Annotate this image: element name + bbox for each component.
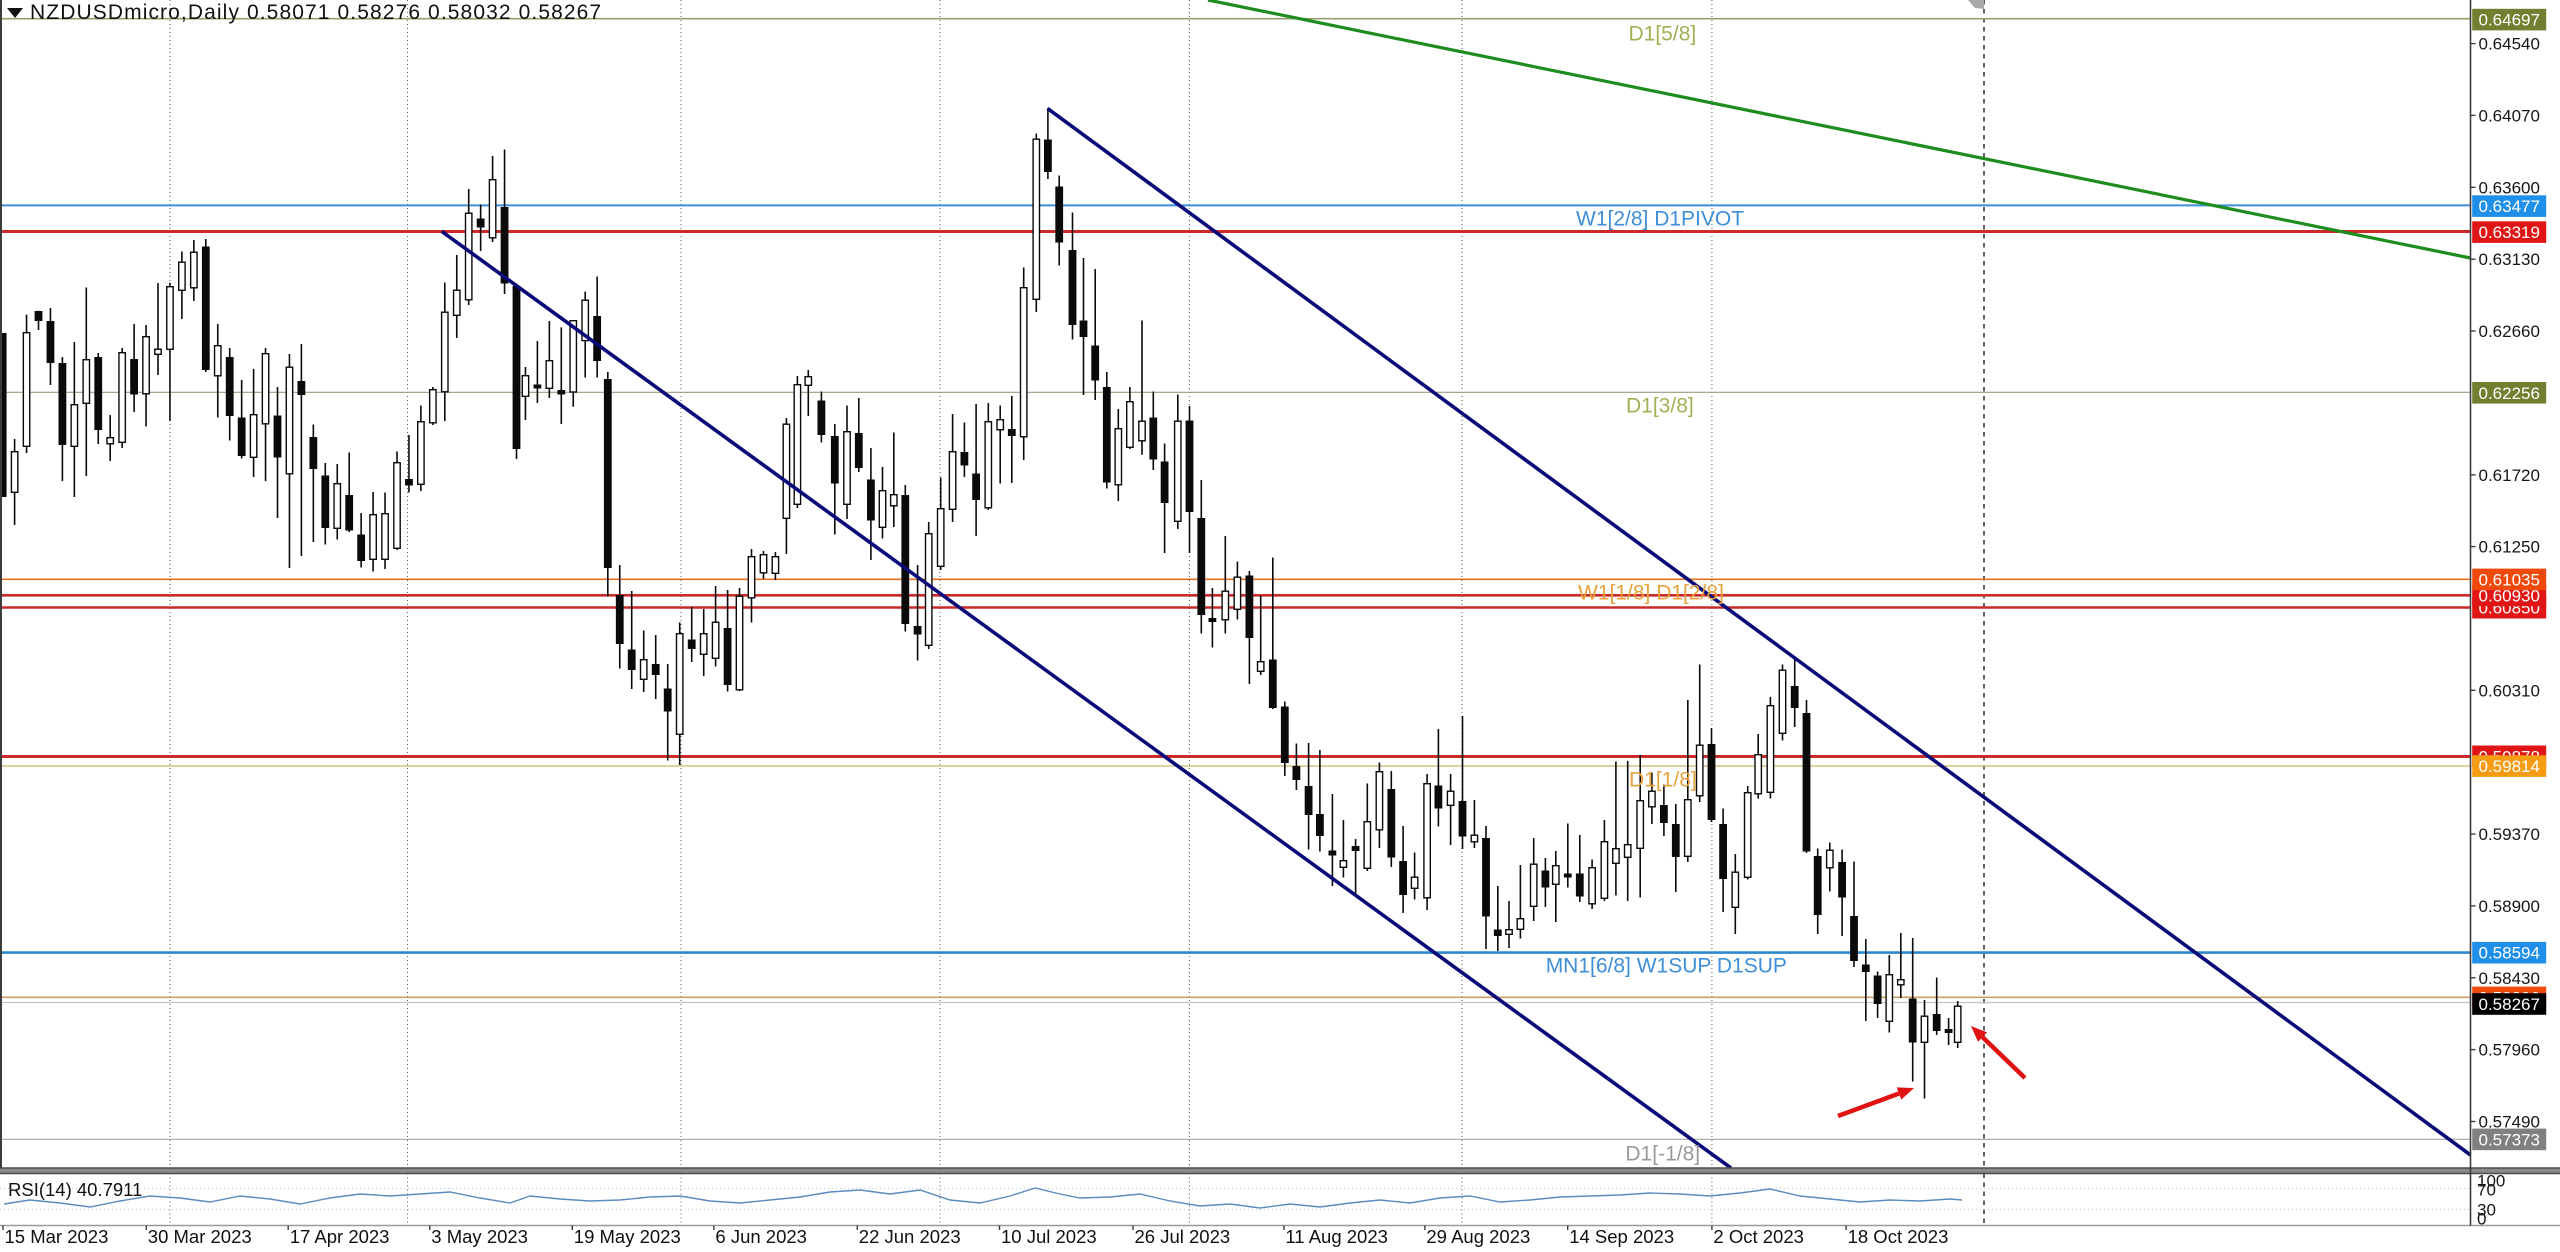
svg-text:0.58594: 0.58594 bbox=[2479, 944, 2540, 963]
svg-text:0.63319: 0.63319 bbox=[2479, 223, 2540, 242]
svg-text:0.58900: 0.58900 bbox=[2479, 897, 2540, 916]
svg-text:0.61250: 0.61250 bbox=[2479, 538, 2540, 557]
svg-text:22 Jun 2023: 22 Jun 2023 bbox=[859, 1226, 961, 1247]
svg-text:0.61035: 0.61035 bbox=[2479, 570, 2540, 589]
svg-text:2 Oct 2023: 2 Oct 2023 bbox=[1713, 1226, 1804, 1247]
svg-text:26 Jul 2023: 26 Jul 2023 bbox=[1135, 1226, 1231, 1247]
svg-text:6 Jun 2023: 6 Jun 2023 bbox=[715, 1226, 807, 1247]
svg-text:17 Apr 2023: 17 Apr 2023 bbox=[290, 1226, 390, 1247]
svg-text:3 May 2023: 3 May 2023 bbox=[431, 1226, 528, 1247]
svg-text:0: 0 bbox=[2477, 1210, 2486, 1229]
svg-text:0.63130: 0.63130 bbox=[2479, 250, 2540, 269]
svg-text:29 Aug 2023: 29 Aug 2023 bbox=[1426, 1226, 1530, 1247]
svg-text:0.60930: 0.60930 bbox=[2479, 586, 2540, 605]
svg-text:30: 30 bbox=[2477, 1201, 2496, 1220]
svg-text:0.62660: 0.62660 bbox=[2479, 322, 2540, 341]
svg-text:0.60310: 0.60310 bbox=[2479, 681, 2540, 700]
svg-text:0.63600: 0.63600 bbox=[2479, 178, 2540, 197]
svg-text:15 Mar 2023: 15 Mar 2023 bbox=[5, 1226, 109, 1247]
svg-text:0.57960: 0.57960 bbox=[2479, 1041, 2540, 1060]
svg-text:19 May 2023: 19 May 2023 bbox=[574, 1226, 681, 1247]
svg-text:0.58430: 0.58430 bbox=[2479, 969, 2540, 988]
svg-text:NZDUSDmicro,Daily 0.58071 0.5: NZDUSDmicro,Daily 0.58071 0.58276 0.5803… bbox=[30, 1, 602, 24]
svg-text:0.62256: 0.62256 bbox=[2479, 384, 2540, 403]
svg-text:0.57373: 0.57373 bbox=[2479, 1130, 2540, 1149]
svg-text:D1[3/8]: D1[3/8] bbox=[1626, 395, 1694, 418]
svg-text:W1[2/8] D1PIVOT: W1[2/8] D1PIVOT bbox=[1576, 208, 1744, 231]
svg-text:D1[5/8]: D1[5/8] bbox=[1629, 23, 1697, 46]
svg-text:10 Jul 2023: 10 Jul 2023 bbox=[1001, 1226, 1097, 1247]
svg-text:0.57490: 0.57490 bbox=[2479, 1113, 2540, 1132]
svg-text:0.59814: 0.59814 bbox=[2479, 757, 2540, 776]
svg-text:RSI(14) 40.7911: RSI(14) 40.7911 bbox=[8, 1179, 142, 1200]
svg-text:0.63477: 0.63477 bbox=[2479, 197, 2540, 216]
svg-text:D1[1/8]: D1[1/8] bbox=[1629, 769, 1697, 792]
svg-text:0.64540: 0.64540 bbox=[2479, 35, 2540, 54]
svg-text:D1[-1/8]: D1[-1/8] bbox=[1625, 1143, 1700, 1166]
svg-text:0.59370: 0.59370 bbox=[2479, 825, 2540, 844]
svg-text:18 Oct 2023: 18 Oct 2023 bbox=[1848, 1226, 1949, 1247]
svg-text:W1[1/8] D1[2/8]: W1[1/8] D1[2/8] bbox=[1578, 582, 1724, 605]
svg-text:0.64697: 0.64697 bbox=[2479, 11, 2540, 30]
svg-text:0.61720: 0.61720 bbox=[2479, 466, 2540, 485]
svg-text:0.64070: 0.64070 bbox=[2479, 106, 2540, 125]
svg-text:30 Mar 2023: 30 Mar 2023 bbox=[148, 1226, 252, 1247]
svg-text:100: 100 bbox=[2477, 1172, 2505, 1191]
svg-text:MN1[6/8] W1SUP D1SUP: MN1[6/8] W1SUP D1SUP bbox=[1546, 955, 1787, 978]
svg-text:0.58267: 0.58267 bbox=[2479, 995, 2540, 1014]
svg-text:14 Sep 2023: 14 Sep 2023 bbox=[1569, 1226, 1674, 1247]
svg-text:70: 70 bbox=[2477, 1181, 2496, 1200]
svg-text:11 Aug 2023: 11 Aug 2023 bbox=[1285, 1226, 1388, 1247]
